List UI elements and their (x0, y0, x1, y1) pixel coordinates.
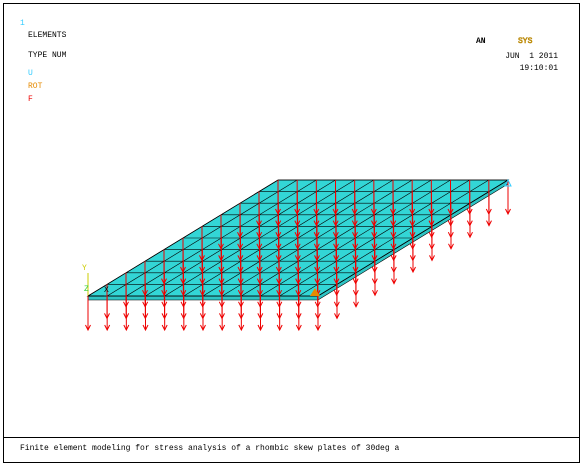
caption: Finite element modeling for stress analy… (20, 444, 399, 453)
legend-entry: F (28, 95, 33, 104)
axis-label: X (104, 286, 109, 295)
time: 19:10:01 (520, 64, 559, 73)
date: JUN 1 2011 (505, 52, 558, 61)
logo-right: SYS (518, 37, 533, 46)
axis-label: Z (84, 285, 89, 294)
legend-entry: U (28, 69, 33, 78)
axis-label: Y (82, 264, 87, 273)
info-line: TYPE NUM (28, 51, 67, 60)
ansys-window: 1 ELEMENTS TYPE NUM U ROT F AN SYS JUN 1… (0, 0, 584, 468)
legend-entry: ROT (28, 82, 43, 91)
info-line: ELEMENTS (28, 31, 67, 40)
window-number: 1 (20, 19, 25, 28)
logo-left: AN (476, 37, 486, 46)
